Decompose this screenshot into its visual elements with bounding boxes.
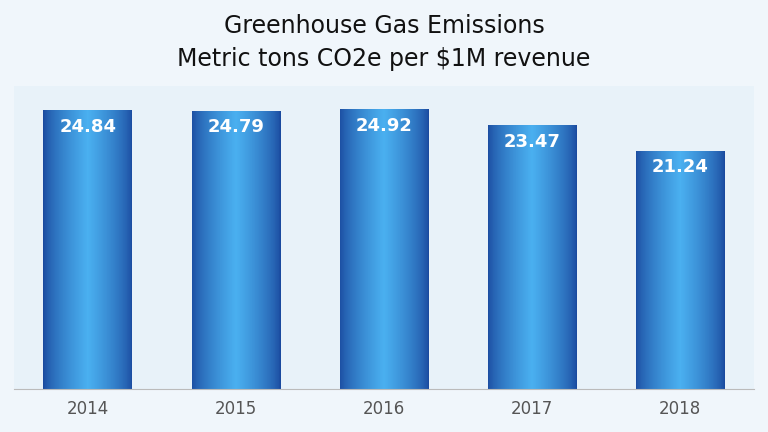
Text: 23.47: 23.47: [504, 133, 561, 151]
Text: 21.24: 21.24: [652, 159, 709, 176]
Text: 24.92: 24.92: [356, 117, 412, 135]
Text: 24.84: 24.84: [59, 118, 117, 136]
Title: Greenhouse Gas Emissions
Metric tons CO2e per $1M revenue: Greenhouse Gas Emissions Metric tons CO2…: [177, 14, 591, 71]
Text: 24.79: 24.79: [207, 118, 264, 137]
